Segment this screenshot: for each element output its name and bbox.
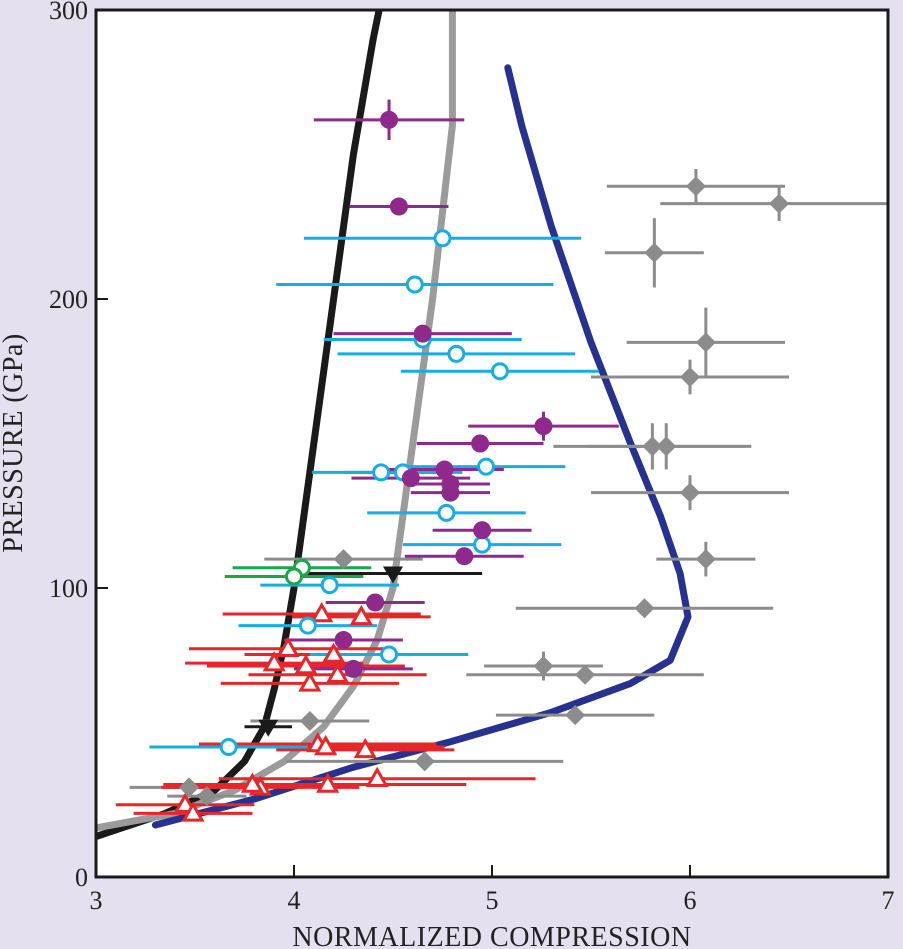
- cyan-open-circles-point: [477, 457, 496, 476]
- purple-filled-circles-point: [534, 417, 553, 436]
- axis-ticks: 3 4 5 6 7 0 100 200 300: [49, 0, 895, 915]
- purple-filled-circles-point: [380, 110, 399, 129]
- gray-diamonds-point: [680, 482, 700, 503]
- cyan-open-circles-point: [320, 576, 339, 595]
- cyan-open-circles-point: [372, 463, 391, 482]
- red-open-triangles-point: [365, 766, 389, 787]
- purple-filled-circles-point: [334, 631, 353, 650]
- gray-diamonds-point: [656, 436, 677, 457]
- gray-diamonds-point: [644, 242, 665, 263]
- red-open-triangles-point: [276, 636, 300, 657]
- gray-diamonds-point: [179, 777, 200, 798]
- gray-curve: [96, 10, 456, 832]
- gray-diamonds-point: [695, 549, 716, 570]
- data-markers: [173, 110, 790, 822]
- red-open-triangles-point: [314, 734, 338, 756]
- purple-filled-circles-point: [389, 197, 408, 216]
- purple-filled-circles-point: [366, 593, 385, 612]
- gray-diamonds-point: [695, 332, 716, 353]
- gray-diamonds-point: [680, 367, 700, 388]
- black-down-triangles-point: [383, 566, 403, 584]
- gray-diamonds-point: [196, 786, 217, 807]
- y-tick-label: 300: [49, 0, 88, 25]
- cyan-open-circles-point: [473, 535, 492, 554]
- gray-diamonds-point: [769, 193, 790, 214]
- y-axis-title: PRESSURE (GPa): [0, 333, 29, 552]
- red-open-triangles-point: [353, 737, 377, 759]
- purple-filled-circles-point: [473, 521, 492, 540]
- red-open-triangles-point: [262, 651, 286, 672]
- red-open-triangles-point: [322, 642, 346, 663]
- x-tick-label: 3: [90, 886, 103, 915]
- gray-diamonds-point: [299, 710, 320, 731]
- purple-filled-circles-point: [441, 483, 460, 502]
- purple-filled-circles-point: [344, 659, 363, 678]
- x-tick-label: 7: [882, 886, 895, 915]
- gray-diamonds-point: [634, 598, 655, 619]
- red-open-triangles-point: [349, 604, 373, 626]
- purple-filled-circles-point: [435, 460, 454, 479]
- cyan-open-circles-point: [298, 616, 317, 635]
- black-down-triangles-point: [258, 719, 279, 737]
- green-open-circles-point: [285, 567, 303, 586]
- red-open-triangles-point: [298, 671, 322, 692]
- cyan-open-circles-point: [380, 645, 399, 664]
- y-tick-label: 0: [75, 863, 88, 892]
- y-tick-label: 200: [49, 285, 88, 314]
- gray-diamonds-point: [685, 176, 706, 197]
- purple-filled-circles-point: [401, 469, 420, 488]
- cyan-open-circles-point: [447, 344, 466, 363]
- red-open-triangles-point: [325, 662, 350, 683]
- gray-diamonds-point: [565, 705, 586, 726]
- cyan-open-circles-point: [219, 737, 238, 756]
- gray-diamonds-point: [642, 436, 663, 457]
- red-open-triangles-point: [181, 801, 205, 822]
- gray-diamonds-point: [533, 656, 554, 677]
- red-open-triangles-point: [316, 772, 340, 793]
- x-tick-label: 5: [486, 886, 499, 915]
- x-axis-title: NORMALIZED COMPRESSION: [292, 922, 691, 949]
- red-open-triangles-point: [240, 772, 265, 793]
- cyan-open-circles-point: [490, 362, 509, 381]
- x-tick-label: 4: [288, 886, 301, 915]
- x-tick-label: 6: [684, 886, 697, 915]
- cyan-open-circles-point: [405, 275, 424, 294]
- navy-curve: [151, 64, 692, 829]
- y-tick-label: 100: [49, 574, 88, 603]
- purple-filled-circles-point: [455, 547, 474, 566]
- purple-filled-circles-point: [413, 324, 432, 343]
- red-open-triangles-point: [294, 654, 318, 675]
- red-open-triangles-point: [310, 601, 334, 623]
- purple-filled-circles-point: [471, 434, 490, 453]
- gray-diamonds-point: [333, 549, 354, 570]
- gray-diamonds-point: [414, 751, 435, 772]
- cyan-open-circles-point: [437, 503, 456, 522]
- cyan-open-circles-point: [433, 229, 452, 248]
- gray-diamonds-point: [575, 664, 596, 685]
